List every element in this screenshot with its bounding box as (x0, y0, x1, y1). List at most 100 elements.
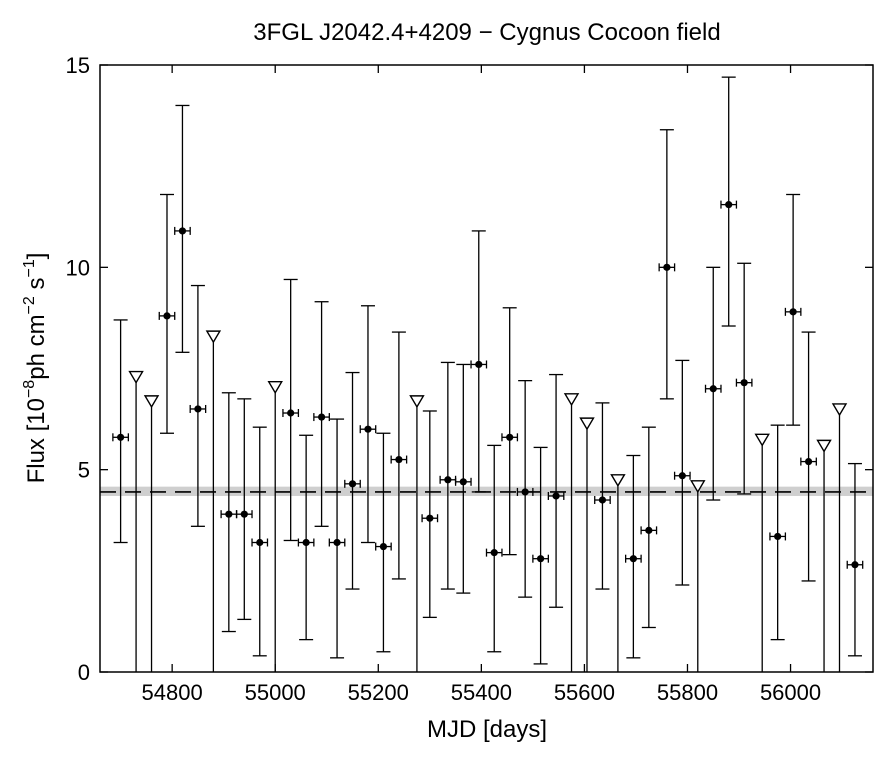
upper-limit-group (205, 330, 222, 672)
upper-limit-group (816, 439, 832, 672)
y-axis-label-exp3: −1 (21, 259, 38, 277)
data-point-group (547, 373, 565, 608)
data-point (774, 532, 782, 541)
upper-limit-marker (690, 480, 706, 494)
data-point (444, 476, 452, 484)
y-axis-label-mid2: s (23, 278, 50, 297)
upper-limit-marker (205, 330, 222, 344)
data-point (333, 538, 341, 547)
data-point (178, 227, 187, 235)
data-point-group (532, 446, 549, 665)
y-tick-label: 15 (66, 53, 90, 78)
data-point-group (720, 76, 738, 327)
data-point-group (454, 363, 472, 594)
data-point (194, 405, 202, 413)
upper-limit-marker (579, 417, 595, 431)
upper-limit-group (267, 381, 283, 672)
data-point (709, 385, 717, 393)
upper-limit-marker (563, 393, 580, 407)
data-point-group (846, 462, 864, 657)
data-point-group (375, 432, 392, 653)
upper-limit-marker (143, 395, 160, 409)
upper-limit-group (563, 393, 580, 672)
data-point (317, 413, 326, 421)
upper-limit-group (831, 403, 848, 672)
upper-limit-marker (267, 381, 283, 395)
data-point (364, 425, 372, 433)
data-point-group (328, 418, 346, 659)
data-point-group (769, 424, 787, 641)
x-tick-label: 55600 (554, 680, 615, 705)
data-point-group (344, 371, 361, 590)
data-point (426, 514, 434, 522)
data-point (629, 555, 637, 563)
y-axis-label-suffix: ] (23, 253, 50, 260)
data-point (598, 496, 607, 504)
data-point-group (658, 129, 676, 400)
upper-limit-marker (831, 403, 848, 417)
plot-frame (99, 64, 874, 673)
data-point-group (297, 434, 315, 641)
y-axis-label: Flux [10−8ph cm−2 s−1] (21, 253, 50, 484)
upper-limit-marker (816, 439, 832, 453)
y-axis-label-prefix: Flux [10 (23, 398, 50, 483)
data-point-group (485, 444, 503, 653)
y-axis-label-mid: ph cm (23, 314, 50, 379)
data-point-group (704, 266, 722, 501)
y-tick-label: 5 (78, 458, 90, 483)
data-point (379, 542, 388, 551)
data-point (225, 510, 233, 518)
data-point-group (235, 398, 253, 621)
data-point (287, 409, 295, 417)
x-tick-label: 55800 (657, 680, 718, 705)
data-point (459, 478, 467, 486)
data-point-group (624, 454, 642, 659)
data-point (117, 433, 125, 441)
upper-limit-marker (754, 433, 770, 447)
data-point (163, 312, 171, 320)
upper-limit-marker (409, 395, 425, 409)
data-point-group (220, 392, 238, 633)
data-point-group (158, 193, 176, 434)
data-point (537, 555, 545, 563)
x-tick-label: 54800 (142, 680, 203, 705)
upper-limit-marker (610, 474, 626, 488)
data-point (302, 538, 310, 547)
data-point-group (189, 284, 207, 527)
chart-title: 3FGL J2042.4+4209 − Cygnus Cocoon field (253, 19, 720, 46)
data-point-group (800, 331, 817, 582)
data-point (475, 360, 483, 369)
upper-limit-group (128, 370, 144, 672)
data-point (789, 308, 797, 316)
data-point-group (516, 379, 534, 598)
data-point (552, 492, 560, 500)
data-point-group (501, 307, 519, 556)
data-point (256, 538, 264, 547)
y-axis-label-exp2: −2 (21, 296, 38, 314)
data-point (804, 457, 813, 466)
upper-limit-group (409, 395, 425, 672)
data-point (645, 526, 653, 534)
data-point-group (359, 305, 377, 544)
data-point-group (594, 402, 611, 590)
data-point-group (282, 278, 300, 542)
data-point (851, 561, 859, 569)
upper-limit-group (143, 395, 160, 672)
data-point (395, 455, 403, 464)
upper-limit-group (690, 480, 706, 672)
x-axis-label: MJD [days] (427, 716, 547, 743)
data-point-group (174, 104, 191, 353)
x-tick-label: 55200 (348, 680, 409, 705)
data-point-group (112, 319, 129, 544)
upper-limit-group (610, 474, 626, 672)
data-point-group (439, 361, 457, 590)
data-point (521, 488, 529, 496)
y-tick-label: 0 (78, 660, 90, 685)
svg-text:Flux [10−8ph cm−2 s−1]: Flux [10−8ph cm−2 s−1] (21, 253, 50, 484)
x-tick-label: 55000 (245, 680, 306, 705)
data-point (678, 472, 686, 480)
data-point (663, 263, 671, 271)
upper-limit-group (754, 433, 770, 672)
data-point-group (251, 426, 269, 657)
